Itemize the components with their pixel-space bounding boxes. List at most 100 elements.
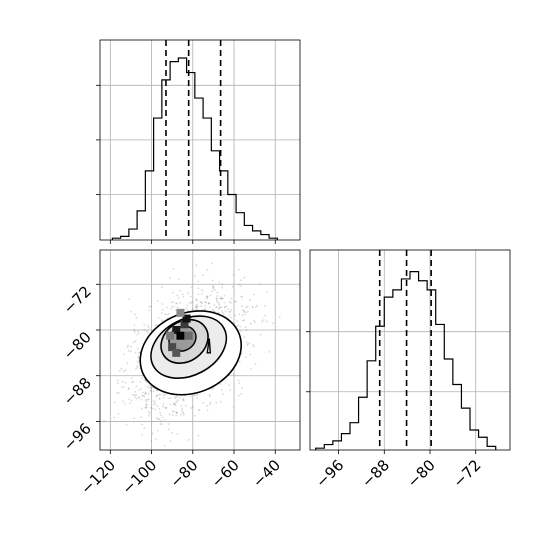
scatter-point: [143, 426, 146, 429]
scatter-point: [240, 305, 243, 308]
scatter-point: [234, 300, 237, 303]
scatter-point: [179, 301, 182, 304]
density-cell: [176, 331, 185, 340]
scatter-point: [251, 306, 254, 308]
scatter-point: [169, 403, 172, 406]
scatter-point: [217, 308, 220, 311]
scatter-point: [127, 349, 130, 352]
scatter-point: [160, 420, 163, 423]
scatter-point: [155, 324, 157, 327]
scatter-point: [230, 308, 233, 311]
density-cell: [172, 326, 181, 334]
scatter-point: [171, 305, 174, 308]
scatter-point: [156, 300, 159, 302]
scatter-point: [246, 344, 249, 347]
scatter-point: [130, 350, 132, 353]
scatter-point: [212, 287, 215, 290]
scatter-point: [243, 276, 246, 279]
scatter-point: [262, 319, 265, 322]
x-tick-label: −88: [358, 456, 393, 491]
scatter-point: [169, 277, 171, 280]
scatter-point: [198, 409, 201, 411]
histogram-bin: [154, 118, 162, 240]
scatter-point: [259, 333, 262, 336]
scatter-point: [253, 293, 255, 296]
scatter-point: [214, 288, 217, 291]
scatter-point: [152, 390, 155, 393]
x-tick-label: −40: [249, 456, 284, 491]
y-tick-label: −88: [60, 374, 95, 409]
histogram-bin: [470, 430, 479, 450]
x-tick-label: −96: [312, 456, 347, 491]
scatter-point: [155, 417, 158, 419]
scatter-point: [215, 306, 218, 308]
scatter-point: [213, 304, 216, 306]
y-tick-label: −96: [60, 420, 95, 455]
scatter-point: [206, 409, 209, 412]
scatter-point: [174, 402, 177, 404]
scatter-point: [240, 392, 242, 395]
scatter-point: [113, 416, 116, 419]
scatter-point: [240, 295, 243, 298]
scatter-point: [244, 311, 247, 314]
scatter-point: [218, 306, 221, 309]
histogram-bin: [121, 236, 129, 240]
scatter-point: [238, 283, 241, 286]
scatter-point: [175, 414, 178, 417]
scatter-point: [173, 306, 176, 308]
scatter-point: [182, 397, 185, 400]
scatter-point: [140, 416, 142, 419]
scatter-point: [160, 414, 162, 417]
scatter-point: [131, 381, 134, 384]
scatter-point: [145, 403, 148, 406]
histogram-bin: [170, 62, 178, 240]
scatter-point: [164, 406, 167, 409]
scatter-point: [116, 379, 119, 382]
scatter-point: [220, 309, 223, 312]
scatter-point: [164, 393, 167, 396]
scatter-point: [206, 268, 209, 271]
histogram-bin: [350, 423, 359, 450]
scatter-point: [241, 319, 244, 322]
scatter-point: [173, 410, 176, 413]
histogram-bin: [129, 229, 137, 240]
scatter-point: [272, 322, 274, 325]
histogram-bin: [341, 434, 350, 450]
scatter-point: [245, 341, 248, 344]
scatter-point: [146, 330, 149, 333]
scatter-point: [181, 398, 184, 401]
scatter-point: [146, 386, 149, 388]
scatter-point: [169, 397, 172, 399]
joint-panel: −120 −100 −80 −60 −40−72−80−88−96: [60, 249, 301, 498]
scatter-point: [147, 393, 150, 396]
scatter-point: [134, 331, 136, 334]
scatter-point: [264, 314, 266, 317]
scatter-point: [266, 320, 268, 323]
scatter-point: [219, 400, 222, 403]
scatter-point: [216, 295, 219, 297]
scatter-point: [150, 305, 152, 308]
scatter-point: [196, 299, 198, 302]
scatter-point: [243, 309, 245, 312]
scatter-point: [266, 290, 269, 293]
scatter-point: [216, 297, 219, 300]
scatter-point: [188, 301, 191, 304]
scatter-point: [196, 397, 198, 400]
scatter-point: [219, 297, 222, 300]
scatter-point: [206, 297, 209, 300]
scatter-point: [149, 389, 152, 392]
scatter-point: [125, 423, 128, 426]
scatter-point: [243, 311, 245, 314]
histogram-bin: [444, 359, 453, 450]
scatter-point: [239, 285, 242, 288]
scatter-point: [163, 444, 166, 447]
scatter-point: [158, 393, 161, 396]
scatter-point: [219, 296, 222, 298]
scatter-point: [151, 407, 154, 410]
histogram-bin: [195, 98, 203, 240]
scatter-point: [206, 404, 208, 407]
scatter-point: [130, 310, 133, 313]
scatter-point: [215, 306, 217, 309]
scatter-point: [135, 394, 137, 397]
scatter-point: [196, 394, 199, 396]
